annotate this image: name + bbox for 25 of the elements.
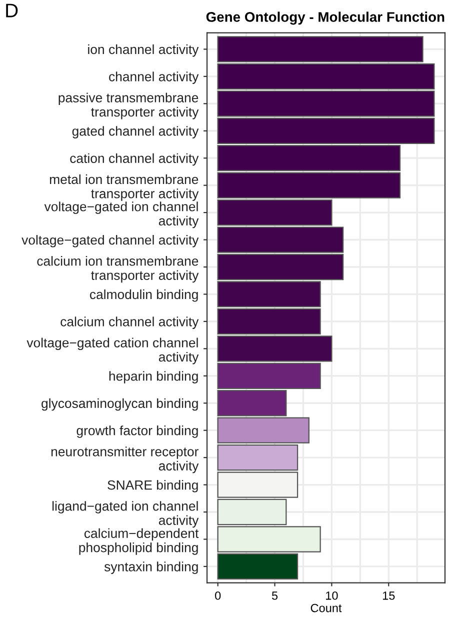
text: D xyxy=(6,4,18,18)
chart-title: Gene Ontology - Molecular Function xyxy=(206,12,444,25)
x-tick-label: 0 xyxy=(215,591,221,600)
y-tick-label: neurotransmitter receptor activity xyxy=(51,446,199,474)
y-tick-label: ion channel activity xyxy=(88,44,199,57)
y-tick-label: calcium ion transmembrane transporter activity xyxy=(37,256,199,283)
y-tick-label: SNARE binding xyxy=(108,480,198,492)
y-tick-label: voltage−gated channel activity xyxy=(22,234,199,248)
x-axis-title: Count xyxy=(310,604,342,612)
y-tick-label: heparin binding xyxy=(109,371,198,384)
x-tick-label: 10 xyxy=(326,591,338,600)
y-tick-label: gated channel activity xyxy=(72,126,199,138)
y-tick-label: channel activity xyxy=(109,72,199,84)
x-tick-label: 15 xyxy=(382,592,395,600)
y-tick-label: syntaxin binding xyxy=(104,562,198,574)
y-tick-label: cation channel activity xyxy=(70,153,199,166)
y-tick-label: glycosaminoglycan binding xyxy=(42,398,198,411)
y-tick-label: calcium channel activity xyxy=(60,316,199,329)
y-tick-label: voltage−gated ion channel activity xyxy=(44,202,199,228)
y-tick-label: growth factor binding xyxy=(76,426,198,438)
y-tick-label: passive transmembrane transporter activity xyxy=(58,92,199,120)
x-tick-label: 5 xyxy=(272,592,278,600)
y-tick-label: calmodulin binding xyxy=(90,289,198,302)
y-tick-label: voltage−gated cation channel activity xyxy=(26,338,199,364)
y-tick-label: calcium−dependent phospholipid binding xyxy=(79,528,199,555)
